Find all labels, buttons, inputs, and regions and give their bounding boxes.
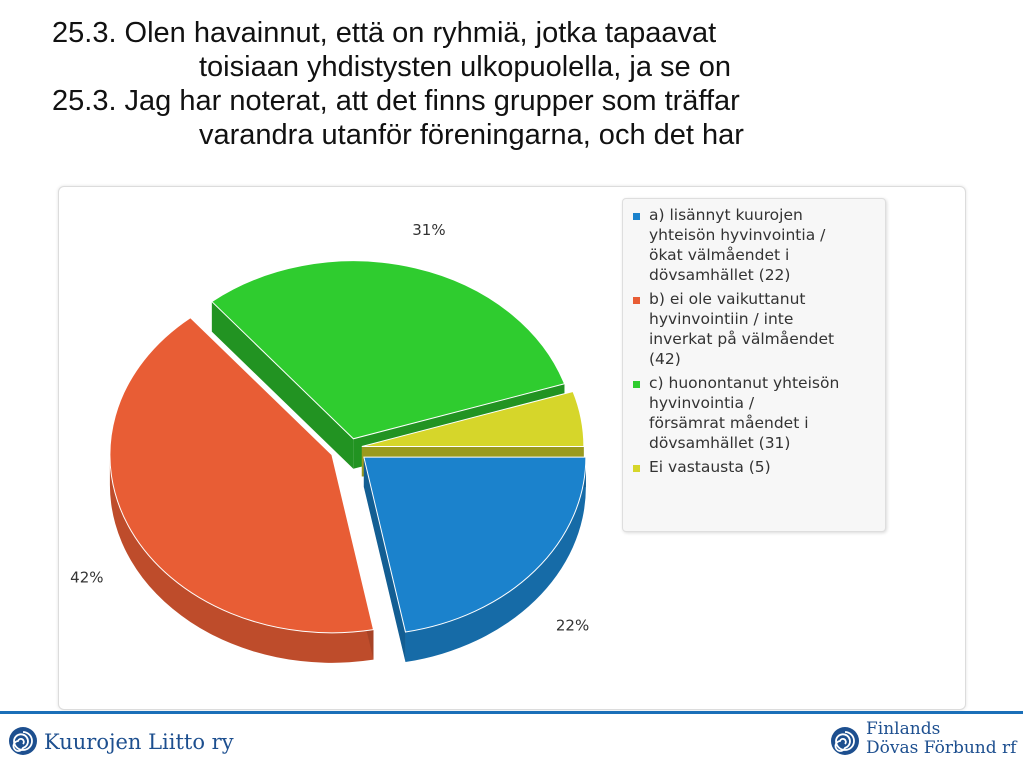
legend-item-no-answer: Ei vastausta (5) — [623, 457, 885, 477]
title-fi-line1: 25.3. Olen havainnut, että on ryhmiä, jo… — [52, 17, 717, 49]
legend-item-b: b) ei ole vaikuttanut hyvinvointiin / in… — [623, 289, 885, 369]
fdf-logo: Finlands Dövas Förbund rf — [830, 720, 1020, 762]
legend-item-c: c) huonontanut yhteisön hyvinvointia / f… — [623, 373, 885, 453]
logo-right-text: Finlands Dövas Förbund rf — [866, 720, 1016, 758]
logo-right-line1: Finlands — [866, 719, 941, 739]
pie-percent-label-0: 22% — [556, 617, 589, 635]
legend-swatch-a — [633, 213, 640, 220]
pie-slice-3 — [361, 390, 585, 447]
pie-chart: 22% 42% 31% 5% — [70, 221, 618, 663]
title-fi-line2: toisiaan yhdistysten ulkopuolella, ja se… — [199, 51, 731, 83]
pie-wall-2-0 — [211, 301, 354, 469]
legend-text-a: a) lisännyt kuurojen yhteisön hyvinvoint… — [649, 206, 826, 284]
logo-left-text: Kuurojen Liitto ry — [44, 730, 234, 754]
pie-percent-label-1: 42% — [70, 568, 103, 586]
legend-swatch-no-answer — [633, 465, 640, 472]
legend-swatch-c — [633, 381, 640, 388]
title-sv-line1: 25.3. Jag har noterat, att det finns gru… — [52, 85, 740, 117]
legend-item-a: a) lisännyt kuurojen yhteisön hyvinvoint… — [623, 205, 885, 285]
legend-text-no-answer: Ei vastausta (5) — [649, 458, 771, 476]
pie-percent-label-3: 5% — [617, 404, 618, 422]
title-sv-line2: varandra utanför föreningarna, och det h… — [199, 119, 744, 151]
spiral-logo-icon — [9, 727, 37, 755]
legend-swatch-b — [633, 297, 640, 304]
legend-text-b: b) ei ole vaikuttanut hyvinvointiin / in… — [649, 290, 835, 368]
kuurojen-liitto-logo: Kuurojen Liitto ry — [8, 720, 268, 762]
logo-right-line2: Dövas Förbund rf — [866, 738, 1017, 758]
chart-legend: a) lisännyt kuurojen yhteisön hyvinvoint… — [622, 198, 886, 532]
footer-divider — [0, 711, 1023, 714]
pie-percent-label-2: 31% — [412, 221, 445, 239]
slide-title: 25.3. Olen havainnut, että on ryhmiä, jo… — [52, 16, 1012, 152]
pie-slice-0 — [363, 456, 587, 633]
legend-text-c: c) huonontanut yhteisön hyvinvointia / f… — [649, 374, 840, 452]
pie-slice-2 — [211, 260, 566, 440]
pie-wall-0-1 — [363, 457, 406, 663]
pie-slice-1 — [109, 317, 375, 634]
pie-side-1 — [109, 454, 374, 663]
spiral-logo-icon — [831, 727, 859, 755]
pie-side-0 — [405, 457, 586, 663]
